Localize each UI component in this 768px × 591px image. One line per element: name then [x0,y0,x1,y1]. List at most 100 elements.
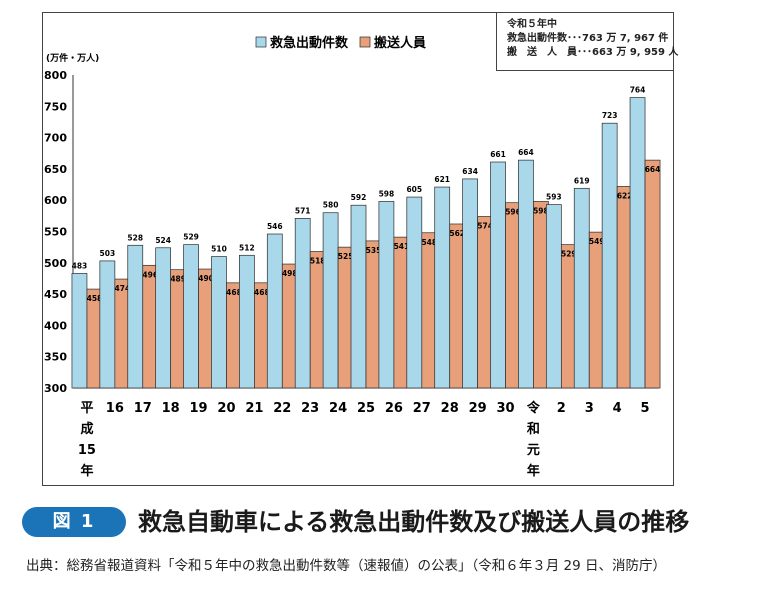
data-label-dispatch: 512 [239,243,255,252]
data-label-transported: 548 [421,238,437,247]
data-label-dispatch: 546 [267,222,283,231]
x-tick-label: 26 [385,401,403,416]
data-label-transported: 535 [366,246,382,255]
x-tick-label: 平 [80,401,93,416]
figure-badge: 図 1 [22,507,126,537]
bar-dispatch [350,204,367,389]
bar-dispatch [518,159,534,389]
x-tick-label: 29 [469,401,487,416]
data-label-dispatch: 664 [518,148,534,157]
notes-heading: 令和５年中 [507,19,557,30]
data-label-transported: 468 [226,288,242,297]
x-tick-label: 23 [301,401,319,416]
x-tick-label: 30 [496,401,514,416]
data-label-dispatch: 571 [295,206,311,215]
y-tick-label: 300 [44,382,67,395]
bar-dispatch [99,260,116,389]
x-tick-label: 22 [273,401,291,416]
x-tick-label: 年 [527,463,540,479]
summary-notes: 令和５年中 救急出動件数･･･763 万 7, 967 件 搬 送 人 員･･･… [496,13,678,71]
bar-dispatch [378,201,395,389]
bar-dispatch [266,233,283,389]
data-label-dispatch: 510 [211,245,227,254]
bar-dispatch [490,161,506,389]
x-tick-label: 24 [329,401,347,416]
data-label-transported: 574 [477,221,493,230]
bar-dispatch [545,204,562,389]
data-label-dispatch: 634 [462,167,478,176]
x-tick-label: 元 [527,443,540,458]
y-tick-label: 800 [44,69,67,82]
y-tick-label: 450 [44,288,67,301]
x-tick-label: 年 [80,463,93,479]
x-tick-label: 21 [245,401,263,416]
bar-dispatch [406,196,423,389]
data-label-transported: 549 [589,237,605,246]
data-label-transported: 664 [645,165,661,174]
data-label-transported: 598 [533,206,549,215]
data-label-dispatch: 764 [630,86,646,95]
x-tick-label: 15 [78,443,96,458]
data-label-transported: 541 [394,242,410,251]
data-label-transported: 622 [617,191,633,200]
data-label-dispatch: 593 [546,193,562,202]
bar-dispatch [183,244,199,389]
data-label-transported: 525 [338,252,354,261]
bar-dispatch [462,178,478,389]
data-label-transported: 562 [449,229,465,238]
x-tick-label: 20 [217,401,235,416]
y-tick-label: 650 [44,163,67,176]
data-label-transported: 596 [505,208,521,217]
data-label-transported: 496 [142,270,158,279]
data-label-transported: 489 [170,275,186,284]
data-label-transported: 498 [282,269,298,278]
bar-dispatch [434,186,451,389]
data-label-dispatch: 580 [323,201,339,210]
bar-dispatch [155,247,172,389]
y-tick-label: 500 [44,257,67,270]
y-tick-label: 600 [44,194,67,207]
y-tick-label: 550 [44,226,67,239]
data-label-transported: 474 [115,284,131,293]
data-label-dispatch: 661 [490,150,506,159]
y-tick-label: 400 [44,319,67,332]
data-label-dispatch: 605 [406,185,422,194]
bar-dispatch [211,256,227,389]
x-tick-label: 27 [413,401,431,416]
x-tick-label: 2 [557,401,566,416]
x-tick-label: 28 [441,401,459,416]
bar-dispatch [573,187,590,389]
bar-dispatch [322,212,339,389]
data-label-dispatch: 598 [379,189,395,198]
x-tick-label: 和 [527,421,540,437]
bar-dispatch [601,122,618,389]
figure-caption: 図 1 救急自動車による救急出動件数及び搬送人員の推移 [22,503,742,543]
figure-title: 救急自動車による救急出動件数及び搬送人員の推移 [138,508,690,536]
bar-dispatch [127,244,144,389]
x-tick-label: 令 [527,400,541,416]
data-label-transported: 518 [310,257,326,266]
data-label-dispatch: 529 [183,233,199,242]
bar-dispatch [239,254,255,389]
bar-dispatch [629,97,646,389]
notes-dispatch-total: 救急出動件数･･･763 万 7, 967 件 [507,33,669,44]
x-tick-label: 16 [106,401,124,416]
legend-swatch [255,36,267,48]
data-label-dispatch: 723 [602,111,618,120]
x-tick-label: 4 [613,401,622,416]
chart-frame: (万件・万人) 300 350 400 450 500 550 600 650 700 750 800… [42,12,674,486]
data-label-dispatch: 621 [434,175,450,184]
bar-dispatch [71,273,88,389]
x-tick-label: 成 [80,421,93,437]
data-label-transported: 490 [198,274,214,283]
data-label-dispatch: 483 [72,261,88,270]
x-tick-label: 19 [190,401,208,416]
data-label-transported: 529 [561,250,577,259]
bar-transported [644,159,661,389]
legend-swatch [359,36,371,48]
y-tick-label: 350 [44,351,67,364]
x-tick-label: 3 [585,401,594,416]
data-label-dispatch: 619 [574,176,590,185]
data-label-dispatch: 503 [100,249,116,258]
data-label-dispatch: 528 [127,233,143,242]
